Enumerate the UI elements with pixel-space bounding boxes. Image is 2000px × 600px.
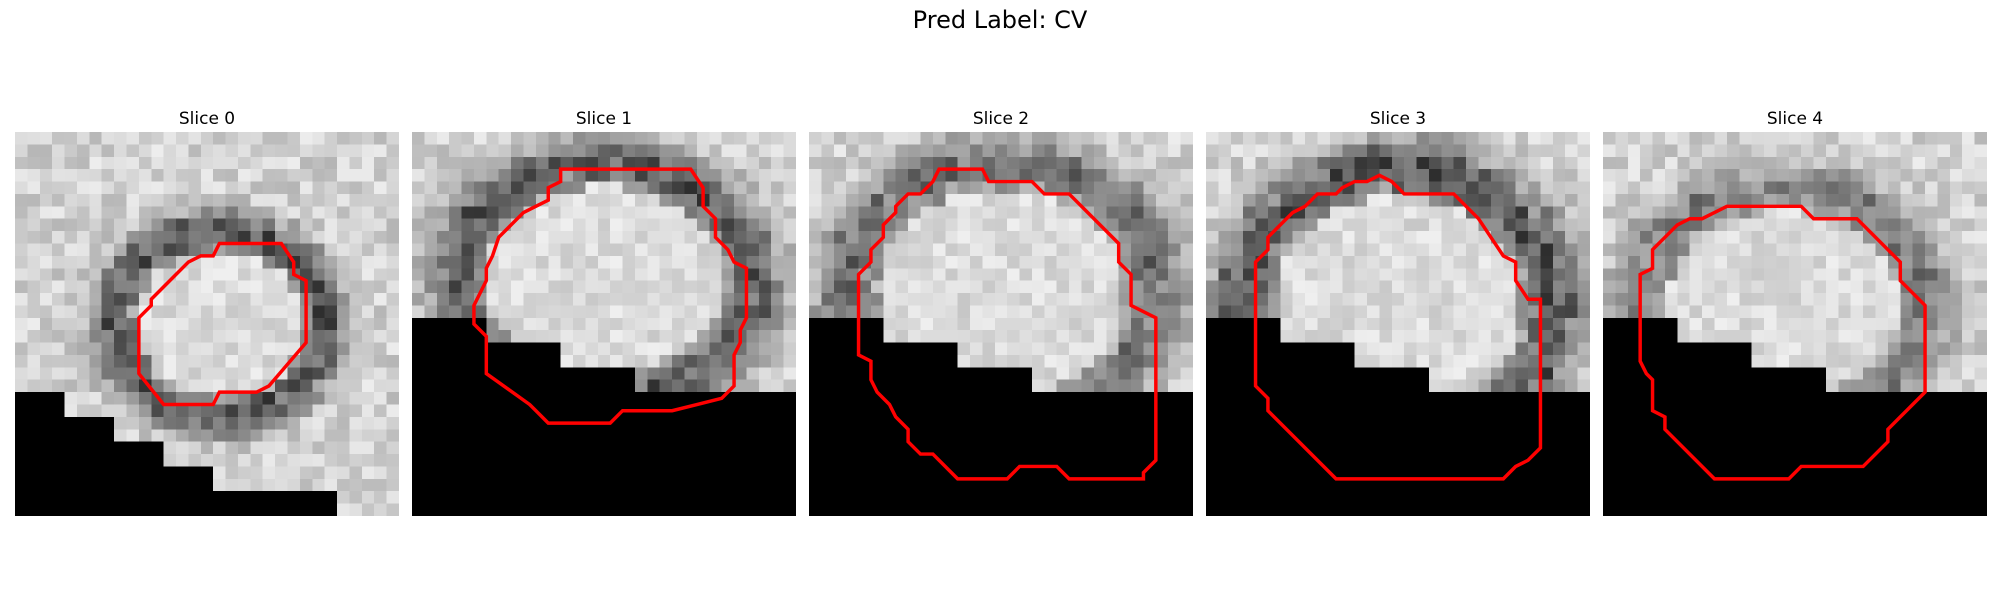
- contour-line: [856, 167, 1158, 481]
- mask-region: [809, 317, 1193, 516]
- figure-title: Pred Label: CV: [912, 6, 1088, 34]
- mask-region: [412, 317, 796, 516]
- slice-title: Slice 4: [1766, 109, 1824, 129]
- slice-title: Slice 1: [575, 109, 633, 129]
- contour-line: [472, 167, 749, 425]
- slice-image-4: [1603, 132, 1987, 516]
- slice-panel-1: Slice 1: [412, 106, 796, 516]
- slice-title: Slice 2: [972, 109, 1030, 129]
- slice-title: Slice 3: [1369, 109, 1427, 129]
- slice-image-1: [412, 132, 796, 516]
- slice-title: Slice 0: [178, 109, 236, 129]
- slice-panel-2: Slice 2: [809, 106, 1193, 516]
- mask-region: [1603, 317, 1987, 516]
- mask-region: [1206, 317, 1590, 516]
- contour-line: [1638, 204, 1927, 481]
- slice-image-2: [809, 132, 1193, 516]
- slice-panel-0: Slice 0: [15, 106, 399, 516]
- slice-image-0: [15, 132, 399, 516]
- slice-panel-4: Slice 4: [1603, 106, 1987, 516]
- mask-region: [15, 392, 338, 516]
- slice-image-3: [1206, 132, 1590, 516]
- contour-line: [1253, 173, 1543, 481]
- slice-panel-3: Slice 3: [1206, 106, 1590, 516]
- contour-line: [137, 241, 308, 407]
